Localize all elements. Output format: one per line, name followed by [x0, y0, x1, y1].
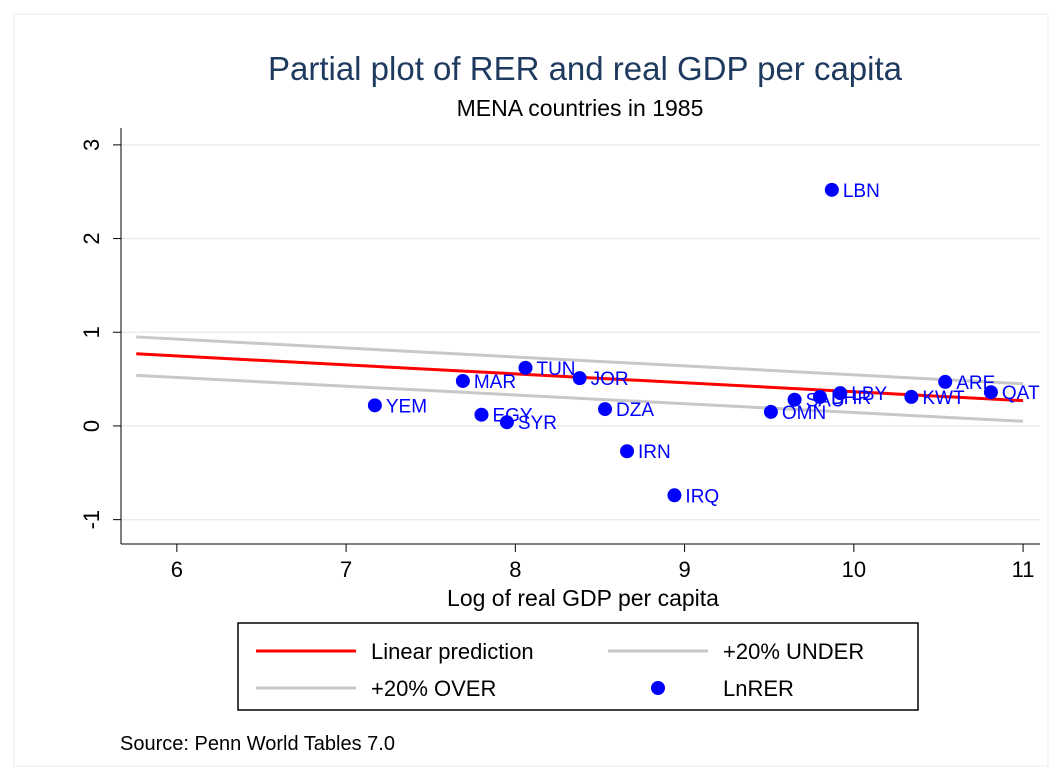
point	[833, 386, 848, 401]
point-label: LBY	[851, 384, 887, 405]
point	[499, 415, 514, 430]
point	[572, 371, 587, 386]
point	[598, 402, 613, 417]
point-label: KWT	[922, 388, 965, 409]
y-tick-label: 2	[79, 232, 104, 244]
point-label: IRQ	[685, 486, 719, 507]
point	[474, 407, 489, 422]
point	[455, 373, 470, 388]
legend-label: LnRER	[723, 676, 794, 701]
point-label: DZA	[616, 400, 654, 421]
point	[904, 389, 919, 404]
legend-box	[237, 622, 919, 711]
source-note: Source: Penn World Tables 7.0	[120, 733, 395, 755]
chart-title: Partial plot of RER and real GDP per cap…	[268, 50, 903, 87]
point-label: TUN	[536, 359, 575, 380]
x-tick-label: 7	[340, 557, 352, 582]
point-label: OMN	[782, 403, 826, 424]
point-label: JOR	[591, 369, 629, 390]
point	[787, 392, 802, 407]
x-tick-label: 10	[842, 557, 866, 582]
x-axis-label: Log of real GDP per capita	[447, 585, 719, 611]
point	[824, 182, 839, 197]
legend-label: +20% UNDER	[723, 639, 864, 664]
point-label: IRN	[638, 442, 671, 463]
x-tick-label: 11	[1012, 557, 1035, 582]
y-tick-label: 3	[79, 139, 104, 151]
point	[983, 385, 998, 400]
x-tick-label: 9	[678, 557, 690, 582]
chart-subtitle: MENA countries in 1985	[457, 95, 704, 121]
point	[667, 488, 682, 503]
legend-label: Linear prediction	[371, 639, 534, 664]
y-tick-label: 0	[79, 420, 104, 432]
point-label: QAT	[1002, 383, 1040, 404]
point	[367, 398, 382, 413]
point	[938, 374, 953, 389]
y-tick-label: 1	[79, 326, 104, 338]
point-label: YEM	[386, 396, 427, 417]
point-label: SYR	[518, 413, 557, 434]
point	[518, 360, 533, 375]
point-label: MAR	[474, 372, 516, 393]
legend-label: +20% OVER	[371, 676, 496, 701]
point-label: LBN	[843, 181, 880, 202]
x-tick-label: 6	[171, 557, 183, 582]
x-tick-label: 8	[509, 557, 521, 582]
point	[763, 404, 778, 419]
series-line	[136, 335, 1024, 386]
point	[620, 444, 635, 459]
point	[812, 389, 827, 404]
series-line	[136, 373, 1024, 423]
legend-swatch	[651, 681, 665, 695]
y-tick-label: -1	[79, 510, 104, 530]
